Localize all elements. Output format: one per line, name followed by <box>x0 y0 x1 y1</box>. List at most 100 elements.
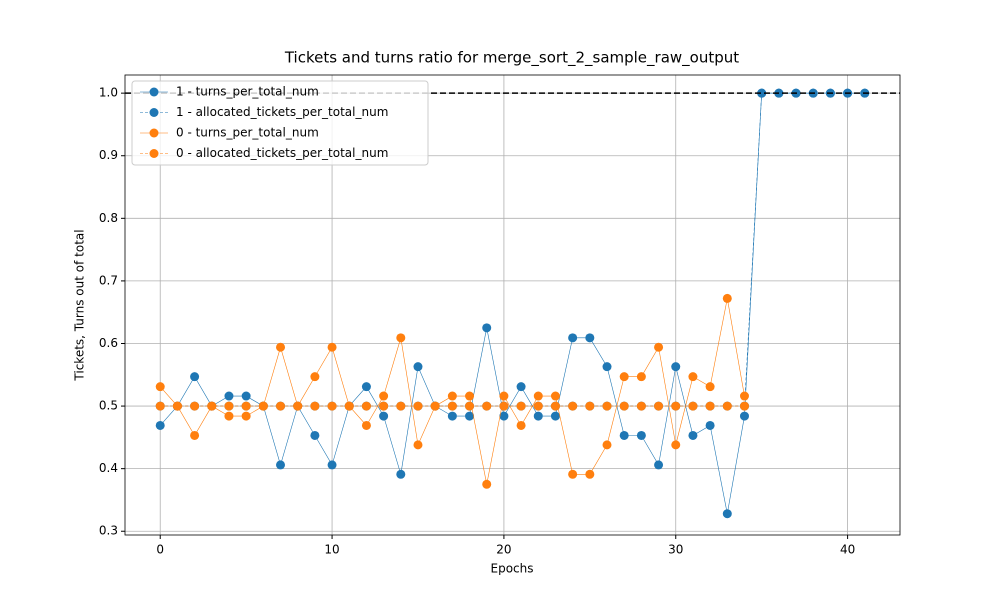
data-point <box>361 420 371 430</box>
data-point <box>327 401 337 411</box>
legend-label: 0 - allocated_tickets_per_total_num <box>176 146 388 160</box>
data-point <box>533 391 543 401</box>
data-point <box>516 420 526 430</box>
data-point <box>190 430 200 440</box>
data-point <box>533 411 543 421</box>
legend: 1 - turns_per_total_num 1 - allocated_tic… <box>131 80 429 166</box>
data-point <box>636 430 646 440</box>
y-tick-label: 0.7 <box>99 273 118 287</box>
data-point <box>413 401 423 411</box>
data-point <box>155 401 165 411</box>
data-point <box>241 391 251 401</box>
data-point <box>276 401 286 411</box>
data-point <box>722 293 732 303</box>
series-line <box>160 92 865 514</box>
legend-swatch-marker <box>149 108 159 117</box>
data-point <box>293 401 303 411</box>
data-point <box>568 469 578 479</box>
series-line <box>160 298 745 485</box>
data-point <box>671 401 681 411</box>
legend-label: 0 - turns_per_total_num <box>176 126 319 140</box>
data-point <box>550 391 560 401</box>
y-tick-label: 1.0 <box>99 86 118 100</box>
data-point <box>190 401 200 411</box>
data-point <box>636 401 646 411</box>
data-point <box>705 420 715 430</box>
data-point <box>550 411 560 421</box>
data-point <box>413 440 423 450</box>
data-point <box>688 430 698 440</box>
data-point <box>482 323 492 333</box>
data-point <box>379 401 389 411</box>
data-point <box>671 362 681 372</box>
legend-swatch-marker <box>149 149 159 158</box>
data-point <box>688 372 698 382</box>
y-tick-label: 0.3 <box>99 524 118 538</box>
data-point <box>499 391 509 401</box>
data-point <box>585 401 595 411</box>
data-point <box>172 401 182 411</box>
data-point <box>258 401 268 411</box>
data-point <box>585 469 595 479</box>
data-point <box>757 88 767 98</box>
x-tick-label: 40 <box>840 543 855 557</box>
data-point <box>619 430 629 440</box>
data-point <box>396 469 406 479</box>
data-point <box>224 411 234 421</box>
data-point <box>550 401 560 411</box>
y-axis-label: Tickets, Turns out of total <box>73 229 87 381</box>
chart-title: Tickets and turns ratio for merge_sort_2… <box>284 49 739 68</box>
data-point <box>654 342 664 352</box>
data-point <box>739 411 749 421</box>
plot-frame <box>124 74 901 536</box>
data-point <box>310 401 320 411</box>
data-point <box>499 401 509 411</box>
y-tick-label: 0.4 <box>99 461 118 475</box>
data-point <box>533 401 543 411</box>
data-point <box>482 401 492 411</box>
data-point <box>344 401 354 411</box>
data-point <box>361 382 371 392</box>
data-point <box>155 420 165 430</box>
data-point <box>516 382 526 392</box>
data-point <box>482 479 492 489</box>
data-point <box>327 460 337 470</box>
data-point <box>688 401 698 411</box>
data-point <box>310 372 320 382</box>
data-point <box>447 411 457 421</box>
data-point <box>155 382 165 392</box>
data-point <box>190 372 200 382</box>
data-point <box>619 401 629 411</box>
y-tick-label: 0.8 <box>99 211 118 225</box>
data-point <box>379 391 389 401</box>
legend-swatch-marker <box>149 87 159 97</box>
data-point <box>516 401 526 411</box>
data-point <box>276 342 286 352</box>
data-point <box>602 440 612 450</box>
legend-swatch-marker <box>149 128 159 138</box>
data-point <box>430 401 440 411</box>
data-point <box>722 509 732 519</box>
data-point <box>276 460 286 470</box>
data-point <box>447 401 457 411</box>
data-point <box>241 401 251 411</box>
x-tick-label: 20 <box>496 543 511 557</box>
x-tick-label: 0 <box>156 543 164 557</box>
data-point <box>465 411 475 421</box>
data-point <box>413 362 423 372</box>
legend-box <box>131 80 429 166</box>
data-point <box>396 401 406 411</box>
x-tick-label: 10 <box>324 543 339 557</box>
legend-label: 1 - turns_per_total_num <box>176 85 319 99</box>
data-point <box>636 372 646 382</box>
data-point <box>739 401 749 411</box>
data-point <box>654 401 664 411</box>
y-tick-label: 0.6 <box>99 336 118 350</box>
data-point <box>465 401 475 411</box>
x-tick-label: 30 <box>668 543 683 557</box>
data-point <box>361 401 371 411</box>
data-point <box>379 411 389 421</box>
data-point <box>722 401 732 411</box>
data-point <box>327 342 337 352</box>
